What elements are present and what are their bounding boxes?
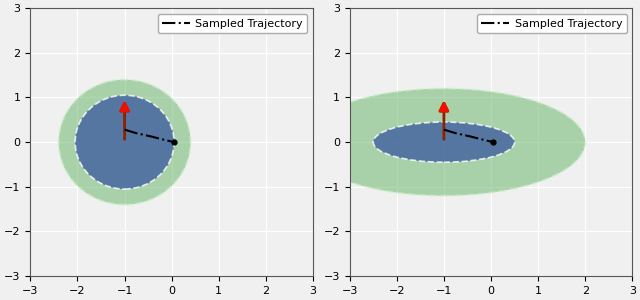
Ellipse shape — [59, 80, 191, 205]
Ellipse shape — [373, 122, 515, 162]
Legend: Sampled Trajectory: Sampled Trajectory — [477, 14, 627, 33]
Ellipse shape — [75, 95, 174, 189]
Sampled Trajectory — [121, 128, 129, 131]
Sampled Trajectory — [480, 138, 488, 142]
Sampled Trajectory — [440, 128, 448, 131]
Sampled Trajectory — [452, 131, 460, 135]
Line: Sampled Trajectory: Sampled Trajectory — [125, 130, 174, 142]
Line: Sampled Trajectory: Sampled Trajectory — [444, 130, 493, 142]
Sampled Trajectory — [490, 140, 497, 144]
Ellipse shape — [303, 88, 585, 196]
Sampled Trajectory — [170, 140, 178, 144]
Sampled Trajectory — [466, 134, 474, 138]
Legend: Sampled Trajectory: Sampled Trajectory — [157, 14, 307, 33]
Sampled Trajectory — [147, 134, 154, 138]
Sampled Trajectory — [161, 138, 168, 142]
Sampled Trajectory — [132, 131, 140, 135]
